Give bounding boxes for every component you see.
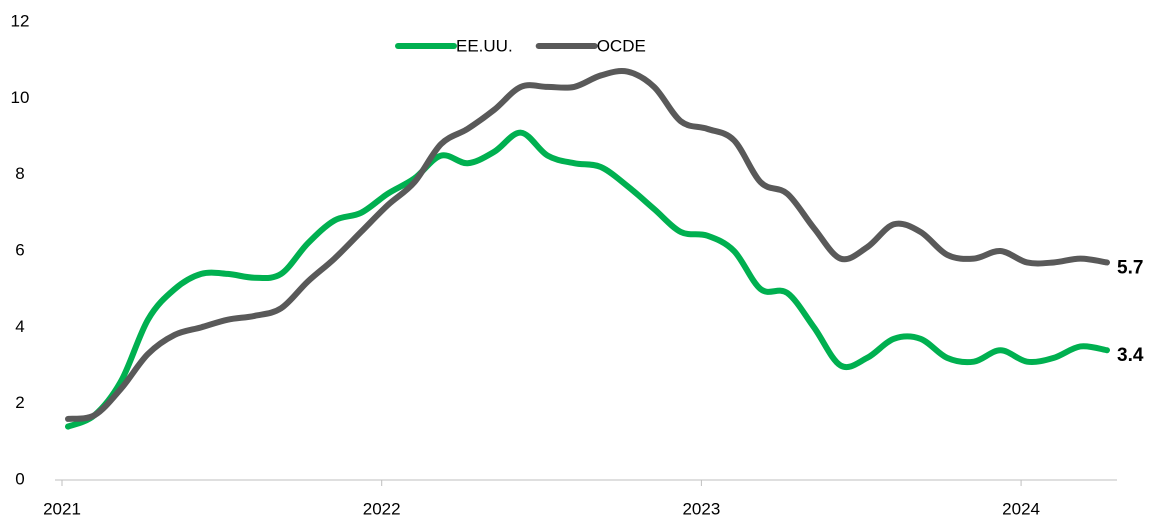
x-tick-label: 2021: [43, 499, 81, 518]
y-tick-label: 6: [15, 240, 24, 259]
y-tick-label: 8: [15, 164, 24, 183]
series-line: [65, 68, 1110, 422]
x-tick-label: 2024: [1002, 499, 1040, 518]
y-tick-label: 0: [15, 469, 24, 488]
y-tick-label: 12: [11, 11, 30, 30]
y-tick-label: 10: [11, 88, 30, 107]
x-tick-label: 2022: [363, 499, 401, 518]
series-line: [65, 129, 1110, 430]
legend-label: EE.UU.: [456, 36, 513, 55]
y-tick-label: 2: [15, 393, 24, 412]
y-tick-label: 4: [15, 317, 24, 336]
x-tick-label: 2023: [682, 499, 720, 518]
end-value-label: 3.4: [1117, 345, 1144, 366]
legend-label: OCDE: [597, 36, 646, 55]
end-value-label: 5.7: [1117, 257, 1143, 278]
